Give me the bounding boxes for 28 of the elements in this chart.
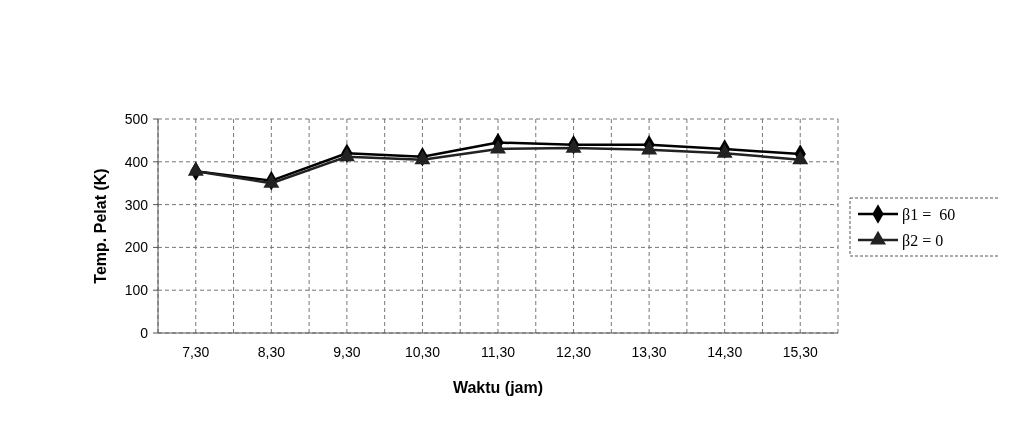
y-tick-label: 200 <box>124 239 149 256</box>
point <box>716 144 733 158</box>
x-axis-title: Waktu (jam) <box>452 379 544 396</box>
point <box>792 150 809 165</box>
x-tick-label: 7,30 <box>182 344 210 360</box>
point <box>187 162 204 176</box>
point <box>414 150 431 165</box>
legend-label: β1 = 60 <box>902 205 956 224</box>
y-tick-label: 400 <box>124 153 149 170</box>
point <box>338 147 355 162</box>
x-tick-label: 13,30 <box>631 344 667 360</box>
x-tick-label: 14,30 <box>707 344 743 360</box>
legend-label: β2 = 0 <box>902 231 944 250</box>
x-tick-label: 10,30 <box>404 344 441 360</box>
point <box>641 140 658 155</box>
point <box>490 139 506 154</box>
point <box>565 138 582 153</box>
x-tick-label: 11,30 <box>481 344 516 360</box>
x-tick-label: 15,30 <box>782 344 818 360</box>
x-tick-label: 9,30 <box>333 344 361 360</box>
x-tick-label: 12,30 <box>556 344 592 360</box>
point <box>263 174 280 188</box>
y-tick-label: 0 <box>140 324 149 341</box>
x-tick-label: 8,30 <box>257 344 286 360</box>
y-axis-title: Temp. Pelat (K) <box>92 168 109 284</box>
y-tick-label: 500 <box>124 110 149 127</box>
y-tick-label: 100 <box>124 282 149 299</box>
y-tick-label: 300 <box>124 196 149 213</box>
